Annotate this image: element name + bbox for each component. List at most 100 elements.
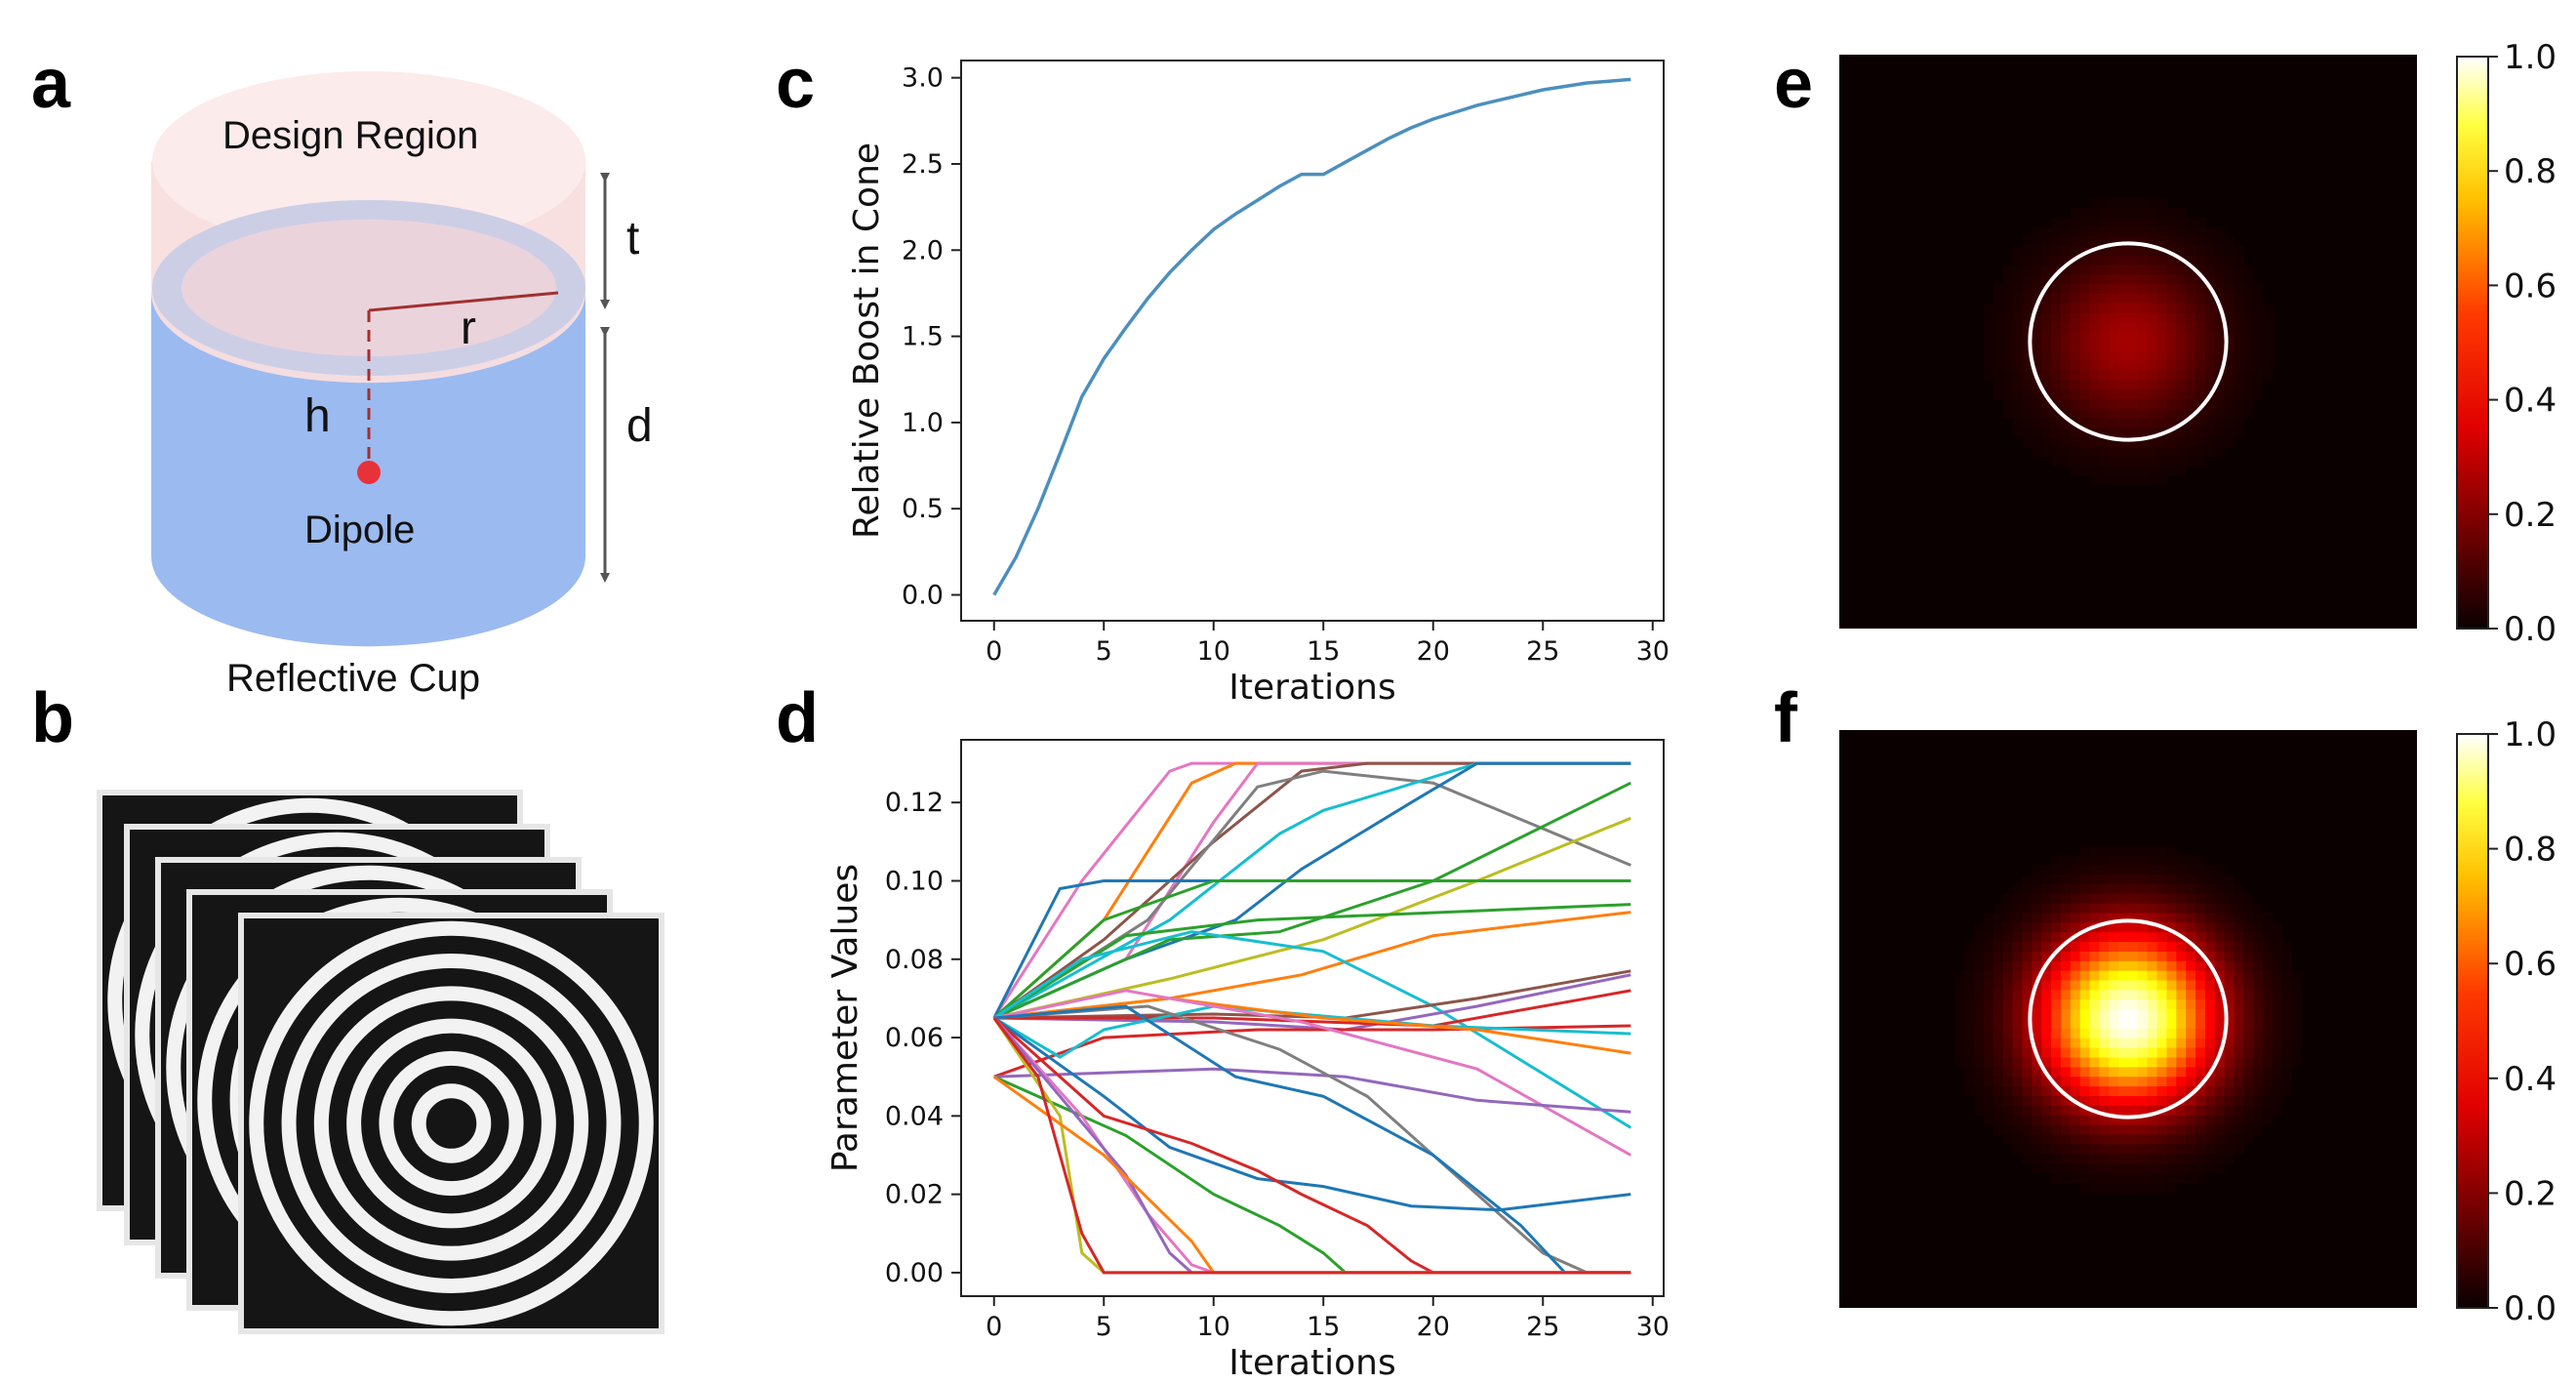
heatmap-cell	[2070, 855, 2081, 866]
heatmap-cell	[2224, 418, 2235, 428]
heatmap-cell	[2224, 312, 2235, 323]
heatmap-cell	[1954, 1047, 1965, 1059]
heatmap-cell	[2128, 312, 2139, 323]
heatmap-cell	[2195, 1154, 2206, 1164]
heatmap-cell	[2137, 903, 2149, 915]
x-tick-label-c: 15	[1307, 636, 1340, 667]
heatmap-cell	[1984, 1047, 1994, 1059]
heatmap-cell	[2089, 1077, 2100, 1087]
heatmap-cell	[2281, 951, 2293, 962]
heatmap-cell	[1964, 999, 1975, 1010]
heatmap-cell	[2128, 342, 2139, 352]
heatmap-cell	[2089, 893, 2100, 905]
heatmap-cell	[2012, 1057, 2024, 1068]
heatmap-cell	[2137, 312, 2149, 323]
heatmap-cell	[2234, 246, 2244, 257]
heatmap-cell	[2099, 265, 2110, 275]
heatmap-cell	[2214, 1154, 2226, 1164]
heatmap-cell	[2243, 922, 2254, 933]
heatmap-cell	[2012, 960, 2024, 972]
heatmap-cell	[2060, 294, 2072, 305]
heatmap-cell	[2253, 1095, 2264, 1107]
heatmap-cell	[2041, 437, 2052, 448]
heatmap-cell	[2156, 1047, 2168, 1059]
heatmap-cell	[2002, 1019, 2014, 1030]
heatmap-cell	[2186, 255, 2196, 266]
heatmap-cell	[2147, 446, 2158, 458]
heatmap-cell	[1984, 999, 1994, 1010]
heatmap-cell	[2166, 427, 2177, 438]
heatmap-cell	[2156, 883, 2168, 895]
heatmap-cell	[1974, 922, 1985, 933]
heatmap-cell	[2002, 265, 2014, 275]
heatmap-cell	[2166, 1067, 2177, 1078]
heatmap-cell	[2253, 1124, 2264, 1135]
heatmap-cell	[2079, 332, 2091, 343]
heatmap-cell	[2195, 922, 2206, 933]
heatmap-cell	[2079, 284, 2091, 295]
heatmap-cell	[2109, 903, 2119, 915]
heatmap-cell	[2079, 1028, 2091, 1039]
heatmap-cell	[2089, 1009, 2100, 1020]
heatmap-cell	[2166, 970, 2177, 982]
heatmap-cell	[2032, 437, 2042, 448]
heatmap-cell	[2109, 446, 2119, 458]
y-tick-label-c: 1.5	[902, 322, 944, 352]
heatmap-cell	[2032, 951, 2042, 962]
heatmap-cell	[2118, 1154, 2129, 1164]
heatmap-cell	[2195, 1105, 2206, 1117]
heatmap-cell	[2137, 398, 2149, 410]
heatmap-cell	[1954, 1057, 1965, 1068]
y-tick-label-d: 0.08	[885, 945, 944, 975]
heatmap-cell	[1964, 980, 1975, 991]
heatmap-cell	[2253, 1077, 2264, 1087]
parameter-series-line	[992, 761, 1631, 1020]
heatmap-cell	[2032, 865, 2042, 875]
heatmap-cell	[2022, 437, 2033, 448]
heatmap-cell	[2099, 255, 2110, 266]
heatmap-cell	[2147, 332, 2158, 343]
heatmap-cell	[2109, 437, 2119, 448]
heatmap-cell	[2204, 1134, 2216, 1145]
heatmap-cell	[2070, 274, 2081, 285]
heatmap-cell	[2128, 1057, 2139, 1068]
heatmap-cell	[2166, 845, 2177, 856]
heatmap-cell	[1992, 1067, 2004, 1078]
heatmap-cell	[1974, 942, 1985, 953]
panel-a: a Design Region Dipole Reflective Cup t …	[31, 45, 653, 700]
heatmap-cell	[2243, 970, 2254, 982]
heatmap-cell	[2070, 913, 2081, 923]
heatmap-cell	[2109, 265, 2119, 275]
heatmap-cell	[2109, 845, 2119, 856]
heatmap-cell	[2118, 1182, 2129, 1194]
heatmap-cell	[2147, 1154, 2158, 1164]
heatmap-cell	[2147, 1067, 2158, 1078]
heatmap-cell	[2012, 1144, 2024, 1155]
heatmap-cell	[2204, 246, 2216, 257]
heatmap-cell	[2204, 932, 2216, 943]
heatmap-cell	[1954, 1038, 1965, 1049]
heatmap-cell	[2079, 1047, 2091, 1059]
center-dot	[443, 1116, 460, 1131]
heatmap-cell	[2137, 1124, 2149, 1135]
heatmap-cell	[2070, 1038, 2081, 1049]
heatmap-cell	[1964, 1038, 1975, 1049]
heatmap-cell	[2089, 236, 2100, 247]
heatmap-cell	[2166, 284, 2177, 295]
heatmap-cell	[2002, 970, 2014, 982]
heatmap-cell	[2109, 350, 2119, 362]
heatmap-cell	[2156, 398, 2168, 410]
heatmap-cell	[2186, 1038, 2196, 1049]
heatmap-cell	[2204, 903, 2216, 915]
heatmap-cell	[1984, 342, 1994, 352]
heatmap-cell	[2224, 274, 2235, 285]
heatmap-cell	[2012, 380, 2024, 390]
heatmap-cell	[2253, 903, 2264, 915]
heatmap-cell	[2137, 217, 2149, 227]
heatmap-cell	[2128, 1134, 2139, 1145]
heatmap-cell	[2224, 1086, 2235, 1097]
heatmap-cell	[2224, 1154, 2235, 1164]
heatmap-cell	[1992, 1019, 2004, 1030]
heatmap-cell	[1974, 1038, 1985, 1049]
heatmap-cell	[2022, 980, 2033, 991]
